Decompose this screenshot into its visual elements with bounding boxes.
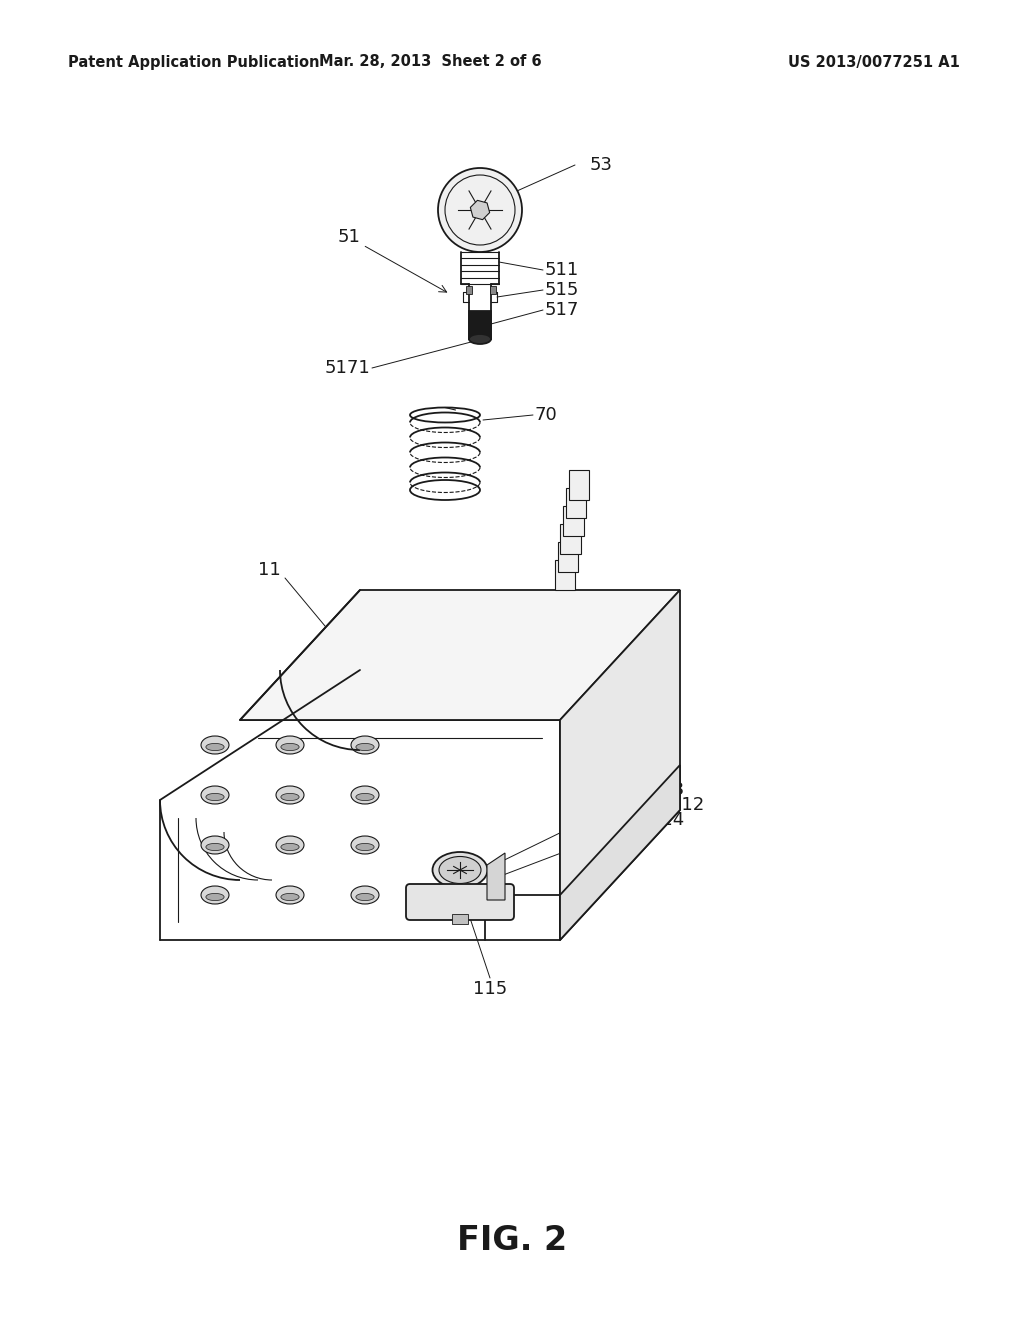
Ellipse shape: [351, 886, 379, 904]
Text: 114: 114: [650, 810, 684, 829]
Text: 51: 51: [337, 228, 446, 292]
Ellipse shape: [206, 894, 224, 900]
Ellipse shape: [281, 894, 299, 900]
Polygon shape: [470, 201, 489, 219]
Ellipse shape: [439, 857, 481, 883]
Polygon shape: [563, 506, 584, 536]
Circle shape: [438, 168, 522, 252]
FancyBboxPatch shape: [466, 286, 472, 294]
Ellipse shape: [356, 743, 374, 751]
Text: FIG. 2: FIG. 2: [457, 1224, 567, 1257]
Text: 5171: 5171: [325, 359, 370, 378]
Ellipse shape: [201, 836, 229, 854]
Text: Patent Application Publication: Patent Application Publication: [68, 54, 319, 70]
Ellipse shape: [276, 737, 304, 754]
Ellipse shape: [351, 785, 379, 804]
Ellipse shape: [201, 737, 229, 754]
Text: 517: 517: [545, 301, 580, 319]
Polygon shape: [487, 853, 505, 900]
Polygon shape: [568, 470, 589, 500]
Polygon shape: [555, 560, 575, 590]
Polygon shape: [566, 488, 586, 517]
Ellipse shape: [201, 785, 229, 804]
Text: 113: 113: [650, 781, 684, 799]
Polygon shape: [240, 590, 680, 719]
Ellipse shape: [356, 793, 374, 801]
Ellipse shape: [281, 793, 299, 801]
Ellipse shape: [276, 785, 304, 804]
Text: 53: 53: [590, 156, 613, 174]
Ellipse shape: [201, 886, 229, 904]
FancyBboxPatch shape: [469, 312, 490, 339]
Ellipse shape: [356, 843, 374, 850]
Ellipse shape: [356, 894, 374, 900]
Ellipse shape: [206, 793, 224, 801]
Text: 515: 515: [545, 281, 580, 300]
Text: 115: 115: [473, 979, 507, 998]
Text: 511: 511: [545, 261, 580, 279]
Ellipse shape: [351, 737, 379, 754]
FancyBboxPatch shape: [490, 286, 496, 294]
Ellipse shape: [206, 743, 224, 751]
Text: 11: 11: [258, 561, 281, 579]
Text: Mar. 28, 2013  Sheet 2 of 6: Mar. 28, 2013 Sheet 2 of 6: [318, 54, 542, 70]
FancyBboxPatch shape: [452, 913, 468, 924]
FancyBboxPatch shape: [406, 884, 514, 920]
Polygon shape: [558, 543, 579, 572]
Ellipse shape: [469, 334, 490, 345]
Ellipse shape: [281, 743, 299, 751]
Ellipse shape: [281, 843, 299, 850]
Ellipse shape: [432, 851, 487, 888]
Ellipse shape: [276, 886, 304, 904]
Ellipse shape: [276, 836, 304, 854]
Polygon shape: [560, 766, 680, 940]
Polygon shape: [560, 590, 680, 940]
Text: 112: 112: [670, 796, 705, 814]
Text: US 2013/0077251 A1: US 2013/0077251 A1: [788, 54, 961, 70]
Text: 70: 70: [535, 407, 558, 424]
Ellipse shape: [351, 836, 379, 854]
Ellipse shape: [206, 843, 224, 850]
Polygon shape: [560, 524, 581, 554]
